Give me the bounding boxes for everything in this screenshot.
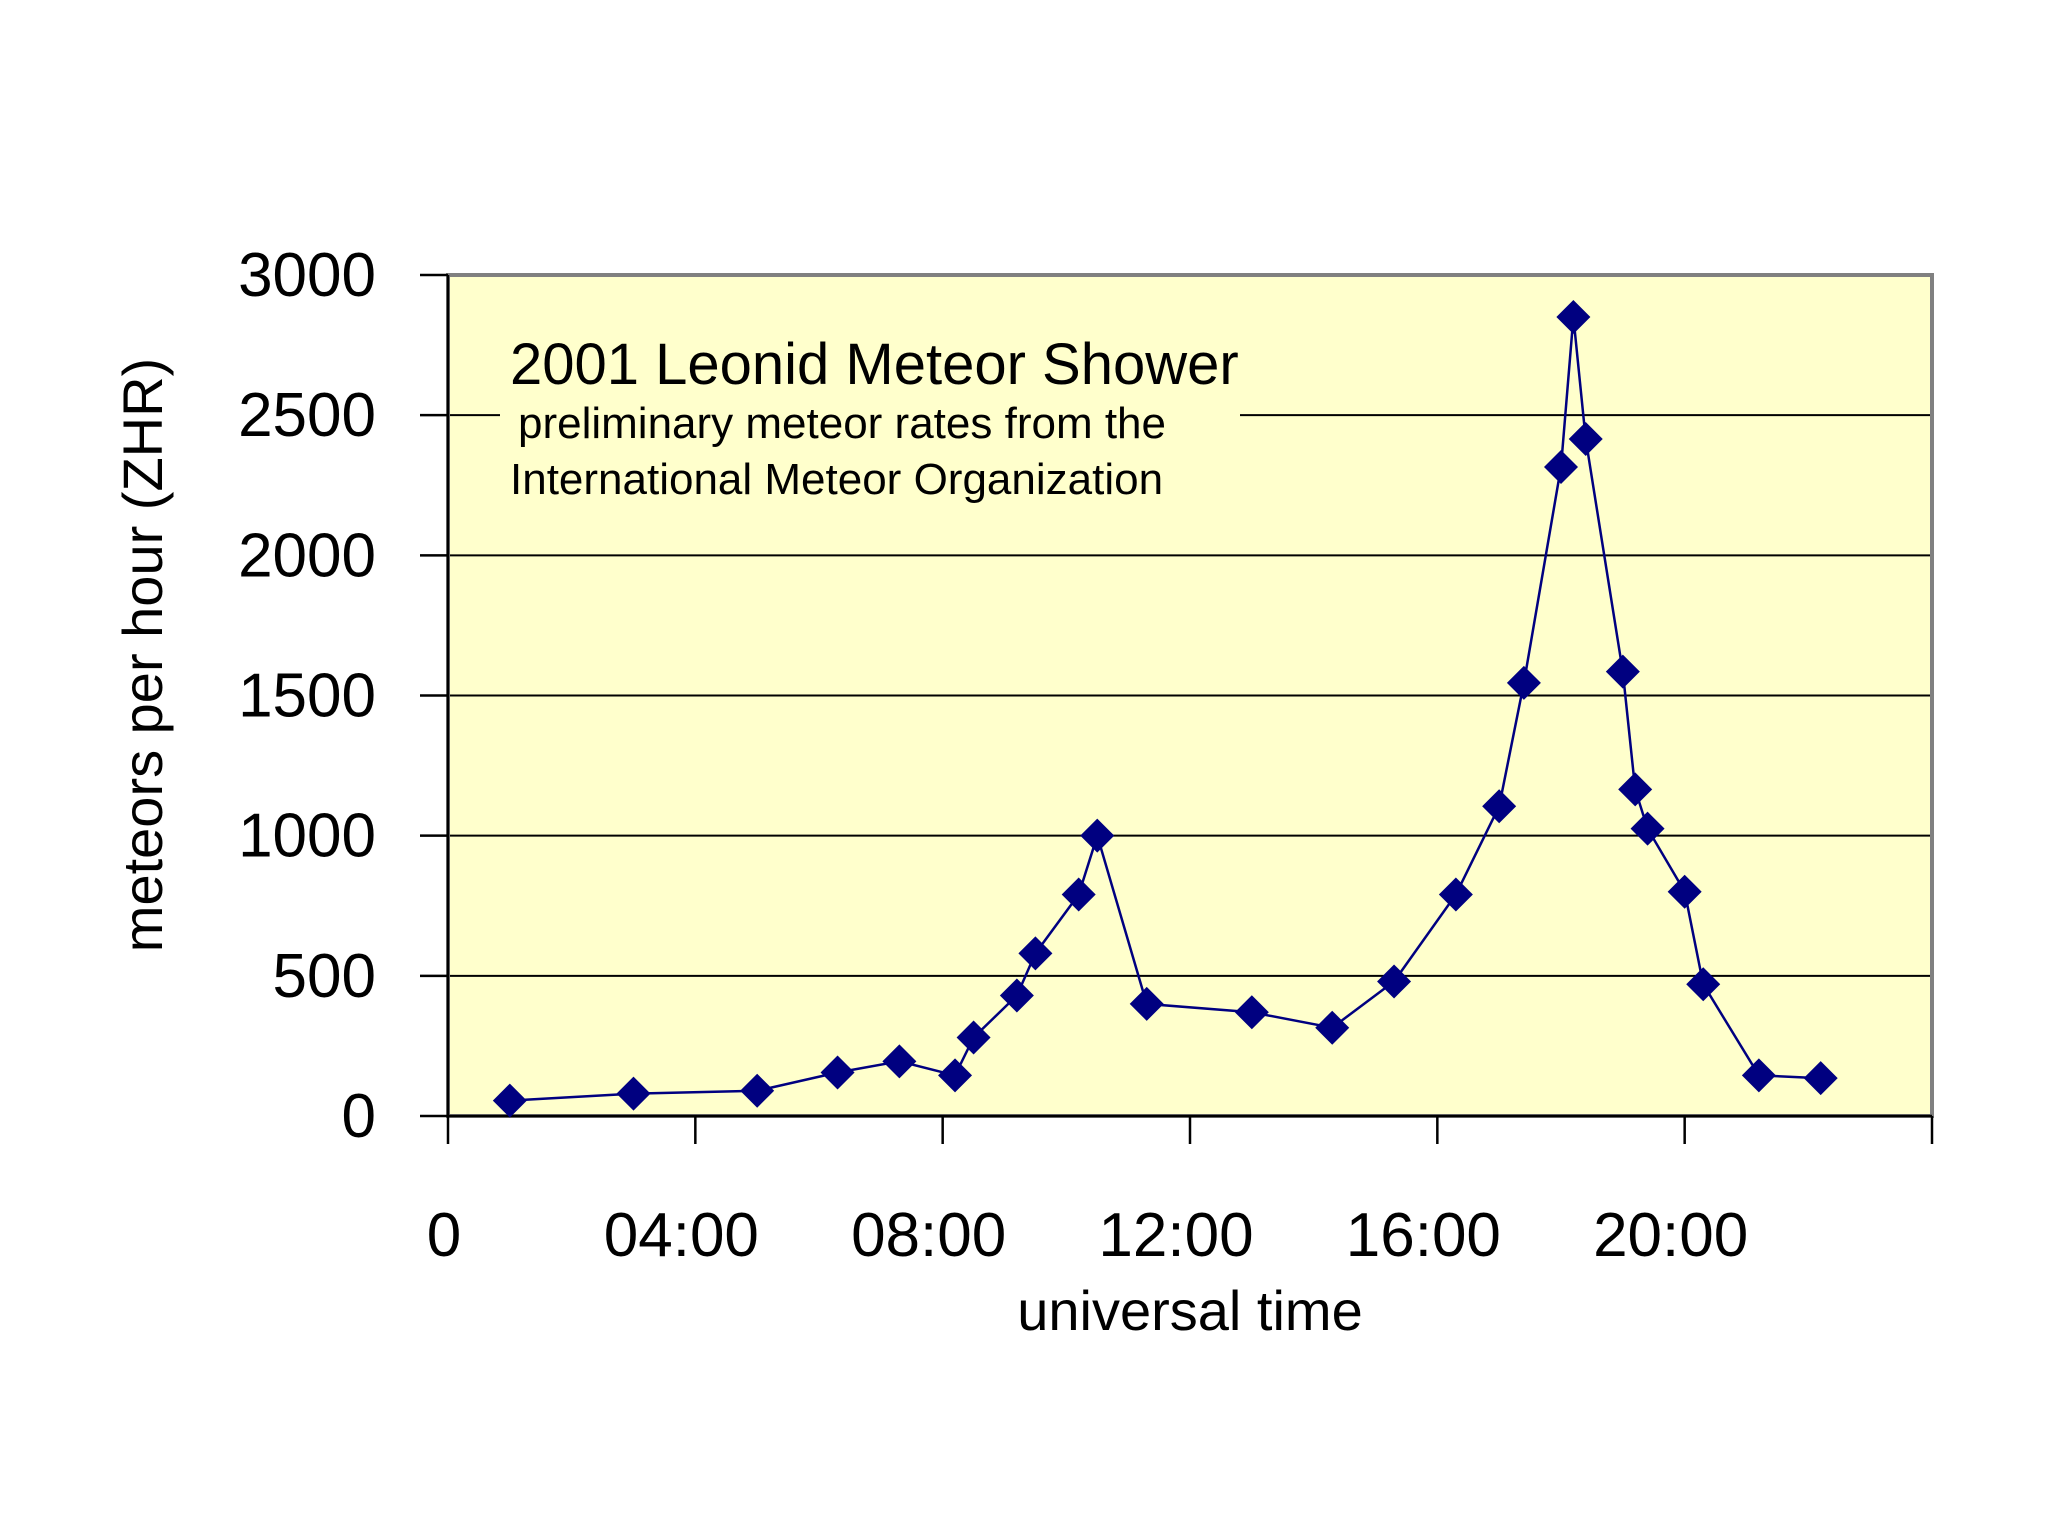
data-point-marker xyxy=(1080,818,1115,853)
series-markers xyxy=(492,300,1838,1118)
x-tick-label: 08:00 xyxy=(851,1201,1006,1270)
tick-labels: 0 500 1000 1500 2000 2500 3000 0 04:00 08:00 12:00… xyxy=(238,241,1748,1270)
y-tick-label: 1500 xyxy=(238,662,376,731)
y-tick-label: 500 xyxy=(273,942,376,1011)
axes xyxy=(420,273,1934,1144)
data-point-marker xyxy=(1618,772,1653,807)
y-axis-label: meteors per hour (ZHR) xyxy=(111,358,174,952)
data-point-marker xyxy=(1315,1010,1350,1045)
data-point-marker xyxy=(1556,300,1591,335)
data-point-marker xyxy=(1506,665,1541,700)
y-tick-label: 1000 xyxy=(238,802,376,871)
data-point-marker xyxy=(1482,789,1517,824)
data-point-marker xyxy=(820,1055,855,1090)
data-point-marker xyxy=(1018,936,1053,971)
y-tick-label: 2000 xyxy=(238,521,376,590)
y-tick-label: 2500 xyxy=(238,381,376,450)
x-tick-label: 16:00 xyxy=(1346,1201,1501,1270)
data-point-marker xyxy=(1234,995,1269,1030)
x-tick-label: 12:00 xyxy=(1098,1201,1253,1270)
x-axis-label: universal time xyxy=(1017,1279,1362,1342)
data-point-marker xyxy=(616,1076,651,1111)
x-tick-label: 0 xyxy=(427,1201,461,1270)
data-point-marker xyxy=(1741,1058,1776,1093)
data-point-marker xyxy=(1667,874,1702,909)
data-point-marker xyxy=(938,1058,973,1093)
data-point-marker xyxy=(882,1044,917,1079)
series-line xyxy=(509,316,1821,1102)
x-tick-label: 04:00 xyxy=(604,1201,759,1270)
data-point-marker xyxy=(1061,877,1096,912)
data-point-marker xyxy=(1438,877,1473,912)
gridlines xyxy=(448,414,1932,977)
subtitle-backdrop xyxy=(500,396,1240,504)
data-point-marker xyxy=(1803,1061,1838,1096)
data-point-marker xyxy=(1377,964,1412,999)
x-tick-label: 20:00 xyxy=(1593,1201,1748,1270)
data-point-marker xyxy=(740,1073,775,1108)
data-point-marker xyxy=(1686,967,1721,1002)
chart-title: 2001 Leonid Meteor Shower xyxy=(510,332,1239,397)
y-tick-label: 3000 xyxy=(238,241,376,310)
chart-subtitle-line-1: preliminary meteor rates from the xyxy=(518,399,1166,448)
data-point-marker xyxy=(1129,986,1164,1021)
data-point-marker xyxy=(492,1083,527,1118)
data-point-marker xyxy=(1605,654,1640,689)
data-point-marker xyxy=(999,978,1034,1013)
chart-subtitle-line-2: International Meteor Organization xyxy=(510,455,1163,504)
y-tick-label: 0 xyxy=(342,1082,376,1151)
data-point-marker xyxy=(1568,421,1603,456)
data-point-marker xyxy=(956,1020,991,1055)
data-point-marker xyxy=(1630,811,1665,846)
data-point-marker xyxy=(1544,450,1578,485)
